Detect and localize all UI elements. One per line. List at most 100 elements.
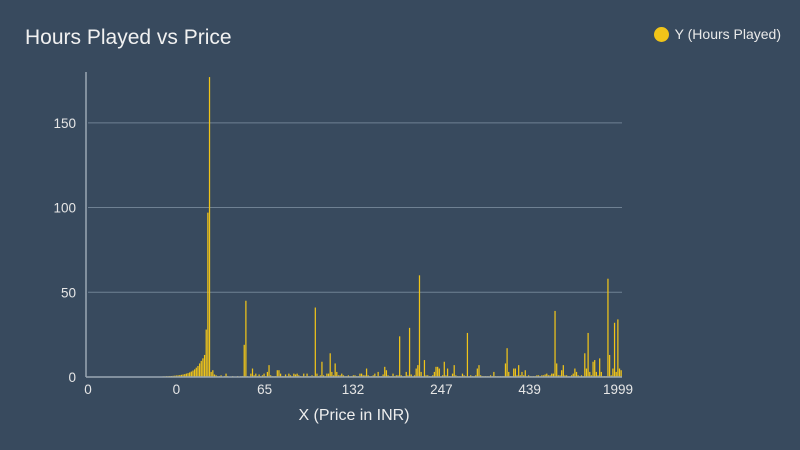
bar[interactable] <box>293 373 295 377</box>
bar[interactable] <box>347 375 350 377</box>
bar[interactable] <box>306 373 308 377</box>
bar[interactable] <box>455 375 457 377</box>
bar[interactable] <box>612 368 614 377</box>
bar[interactable] <box>367 375 369 377</box>
bar[interactable] <box>470 375 472 377</box>
bar[interactable] <box>220 375 222 377</box>
bar[interactable] <box>377 371 379 377</box>
bar[interactable] <box>316 373 318 377</box>
bar[interactable] <box>437 366 439 377</box>
bar[interactable] <box>327 373 330 377</box>
bar[interactable] <box>523 375 525 377</box>
bar[interactable] <box>597 375 599 377</box>
bar[interactable] <box>276 370 278 377</box>
bar[interactable] <box>537 375 540 377</box>
bar[interactable] <box>408 327 411 377</box>
bar[interactable] <box>410 374 412 377</box>
bar[interactable] <box>577 375 579 377</box>
bar[interactable] <box>182 374 184 377</box>
bar[interactable] <box>395 375 397 377</box>
bar[interactable] <box>210 371 212 377</box>
bar[interactable] <box>541 375 543 377</box>
bar[interactable] <box>397 375 399 377</box>
bar[interactable] <box>613 322 616 377</box>
bar[interactable] <box>321 361 323 377</box>
bar[interactable] <box>225 373 227 377</box>
bar[interactable] <box>208 77 211 377</box>
bar[interactable] <box>405 371 407 377</box>
bar[interactable] <box>189 372 191 377</box>
bar[interactable] <box>175 375 178 377</box>
bar[interactable] <box>420 371 422 377</box>
bar[interactable] <box>610 375 612 377</box>
bar[interactable] <box>453 365 455 377</box>
bar[interactable] <box>590 375 593 377</box>
bar[interactable] <box>334 363 336 377</box>
bar[interactable] <box>589 371 591 377</box>
bar[interactable] <box>489 375 492 377</box>
bar[interactable] <box>566 375 568 377</box>
bar[interactable] <box>466 332 469 377</box>
bar[interactable] <box>475 375 477 377</box>
bar[interactable] <box>372 375 374 377</box>
bar[interactable] <box>572 373 574 377</box>
bar[interactable] <box>518 365 520 377</box>
bar[interactable] <box>418 275 421 377</box>
bar[interactable] <box>200 360 202 377</box>
bar[interactable] <box>215 375 217 377</box>
bar[interactable] <box>289 375 292 377</box>
bar[interactable] <box>435 366 437 377</box>
bar[interactable] <box>549 375 551 377</box>
bar[interactable] <box>425 375 427 377</box>
bar[interactable] <box>574 368 576 377</box>
bar[interactable] <box>212 370 214 377</box>
bar[interactable] <box>303 373 305 377</box>
bar[interactable] <box>198 363 201 377</box>
bar[interactable] <box>445 375 447 377</box>
bar[interactable] <box>407 375 409 377</box>
bar[interactable] <box>332 375 335 377</box>
bar[interactable] <box>554 310 556 377</box>
bar[interactable] <box>194 369 196 378</box>
bar[interactable] <box>463 375 465 377</box>
bar[interactable] <box>461 373 464 377</box>
bar[interactable] <box>480 375 482 377</box>
bar[interactable] <box>311 375 313 377</box>
bar[interactable] <box>184 374 186 377</box>
bar[interactable] <box>599 358 601 377</box>
bar[interactable] <box>205 329 207 377</box>
bar[interactable] <box>342 375 345 377</box>
bar[interactable] <box>521 371 523 377</box>
bar[interactable] <box>331 371 333 377</box>
bar[interactable] <box>513 368 515 377</box>
bar[interactable] <box>438 368 440 377</box>
bar[interactable] <box>213 374 216 377</box>
bar[interactable] <box>245 300 247 377</box>
bar[interactable] <box>362 375 364 377</box>
bar[interactable] <box>385 370 388 377</box>
bar[interactable] <box>258 374 260 377</box>
bar[interactable] <box>546 373 548 377</box>
bar[interactable] <box>519 375 521 377</box>
bar[interactable] <box>476 368 478 377</box>
bar[interactable] <box>360 373 363 377</box>
bar[interactable] <box>580 375 583 377</box>
bar[interactable] <box>294 374 297 377</box>
bar[interactable] <box>288 373 290 377</box>
bar[interactable] <box>433 371 435 377</box>
bar[interactable] <box>587 332 589 377</box>
bar[interactable] <box>615 371 617 377</box>
bar[interactable] <box>180 374 183 377</box>
bar[interactable] <box>207 212 209 377</box>
bar[interactable] <box>561 370 563 377</box>
bar[interactable] <box>443 361 445 377</box>
bar[interactable] <box>197 365 199 377</box>
bar[interactable] <box>527 375 530 377</box>
bar[interactable] <box>575 371 578 377</box>
bar[interactable] <box>296 373 298 377</box>
bar[interactable] <box>192 370 194 377</box>
bar[interactable] <box>536 375 538 377</box>
bar[interactable] <box>374 373 376 377</box>
bar[interactable] <box>547 375 550 377</box>
bar[interactable] <box>432 375 434 377</box>
